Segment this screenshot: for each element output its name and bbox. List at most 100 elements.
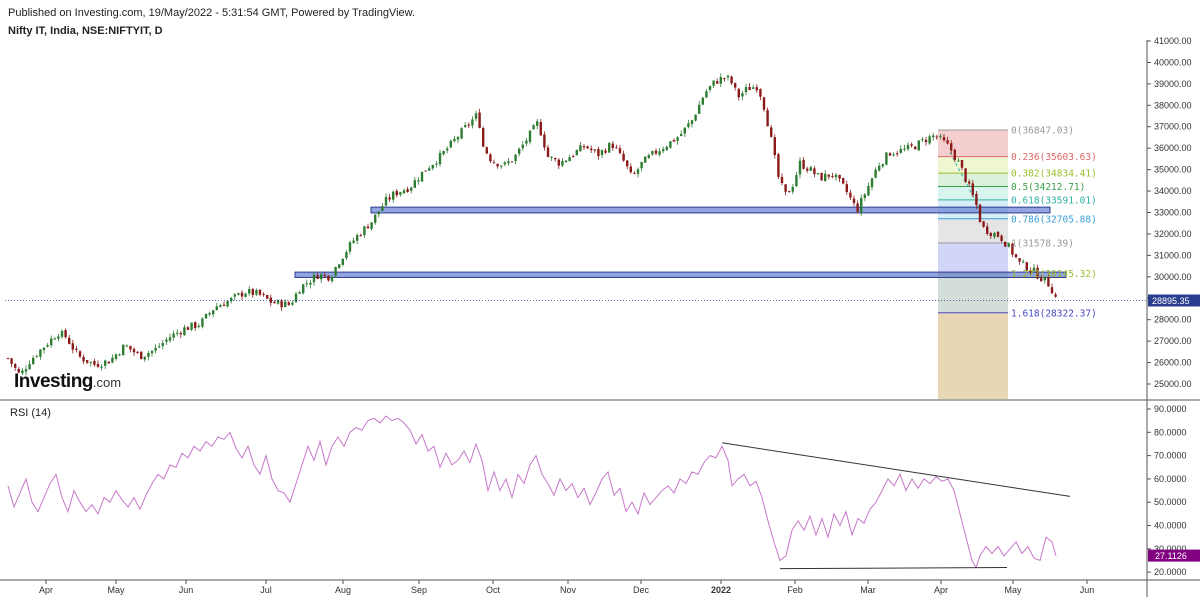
logo-text: Investing (14, 371, 93, 392)
candle-body (111, 357, 114, 363)
candle-body (392, 191, 395, 200)
time-tick-label: Oct (486, 585, 501, 595)
last-price-marker (1148, 294, 1200, 307)
time-tick-label: Sep (411, 585, 427, 595)
candle-body (190, 322, 193, 330)
price-tick-label: 41000.00 (1154, 36, 1192, 46)
candle-body (402, 190, 406, 194)
candle-body (212, 310, 215, 315)
candle-body (665, 146, 668, 150)
candle-body (752, 87, 755, 89)
candle-body (302, 284, 305, 294)
candle-body (813, 168, 816, 175)
candle-body (856, 203, 859, 213)
candle-body (1054, 294, 1057, 297)
candle-body (449, 140, 452, 148)
candle-body (456, 137, 460, 140)
candle-body (860, 198, 863, 213)
candle-body (6, 358, 10, 360)
candle-body (1047, 277, 1050, 287)
candle-body (572, 156, 575, 158)
candle-body (748, 86, 751, 91)
fib-level-label: 0.236(35603.63) (1011, 152, 1097, 163)
rsi-trend-line (721, 442, 1071, 497)
candle-body (197, 325, 200, 327)
candle-body (496, 163, 499, 167)
price-tick-label: 30000.00 (1154, 272, 1192, 282)
candle-body (546, 147, 550, 157)
candle-body (251, 288, 254, 295)
candle-body (93, 360, 96, 365)
candle-body (507, 161, 510, 164)
candle-body (914, 146, 917, 150)
candle-body (460, 128, 463, 139)
candle-body (89, 361, 92, 363)
candle-body (852, 198, 856, 204)
candle-body (356, 235, 359, 241)
candle-body (255, 289, 258, 295)
candle-body (662, 149, 665, 152)
candle-body (269, 297, 272, 303)
candle-body (100, 366, 103, 368)
candle-body (39, 349, 42, 357)
candle-body (1036, 267, 1039, 279)
price-tick-label: 37000.00 (1154, 122, 1192, 132)
candle-body (766, 110, 769, 127)
candle-body (885, 152, 888, 165)
candle-body (28, 364, 31, 370)
candle-body (305, 283, 308, 285)
candle-body (129, 345, 132, 350)
candle-body (374, 214, 377, 223)
candle-body (125, 345, 128, 347)
candle-body (755, 87, 758, 91)
candle-body (266, 295, 269, 299)
candle-body (176, 332, 179, 334)
fib-band (938, 218, 1008, 243)
candle-body (75, 348, 78, 351)
candle-body (453, 138, 456, 142)
investing-logo: Investing.com (14, 371, 121, 393)
candle-body (183, 327, 186, 336)
fib-level-label: 0(36847.03) (1011, 126, 1074, 137)
candle-body (147, 353, 150, 357)
price-tick-label: 32000.00 (1154, 229, 1192, 239)
time-tick-label: Mar (860, 585, 876, 595)
fibonacci-retracement[interactable] (938, 129, 1008, 399)
candle-body (194, 322, 197, 328)
candle-body (330, 276, 334, 282)
candle-body (892, 154, 895, 156)
price-tick-label: 39000.00 (1154, 79, 1192, 89)
support-zones[interactable] (294, 152, 1067, 278)
candle-body (323, 275, 326, 277)
price-tick-label: 35000.00 (1154, 165, 1192, 175)
candle-body (863, 194, 866, 198)
candle-body (363, 226, 366, 236)
candle-body (654, 150, 658, 154)
candle-body (431, 164, 434, 169)
candle-body (762, 97, 766, 110)
support-zone (294, 271, 1067, 278)
candle-body (802, 160, 805, 169)
rsi-trend-line (779, 567, 1008, 570)
candle-body (485, 147, 488, 154)
candle-body (122, 344, 125, 356)
candle-body (186, 327, 190, 330)
candle-body (78, 351, 82, 357)
candle-body (579, 145, 582, 152)
candle-body (834, 174, 838, 178)
candle-body (784, 184, 787, 192)
candle-body (17, 368, 20, 373)
candle-body (788, 191, 791, 193)
candle-body (244, 293, 247, 297)
time-tick-label: May (107, 585, 125, 595)
candle-body (881, 164, 884, 167)
candle-body (816, 173, 820, 175)
candle-body (690, 120, 694, 125)
time-tick-label: Apr (39, 585, 53, 595)
fib-band (938, 312, 1008, 399)
candle-body (845, 184, 848, 193)
rsi-tick-label: 40.0000 (1154, 521, 1187, 531)
candle-body (345, 252, 348, 258)
candle-body (1029, 271, 1032, 273)
